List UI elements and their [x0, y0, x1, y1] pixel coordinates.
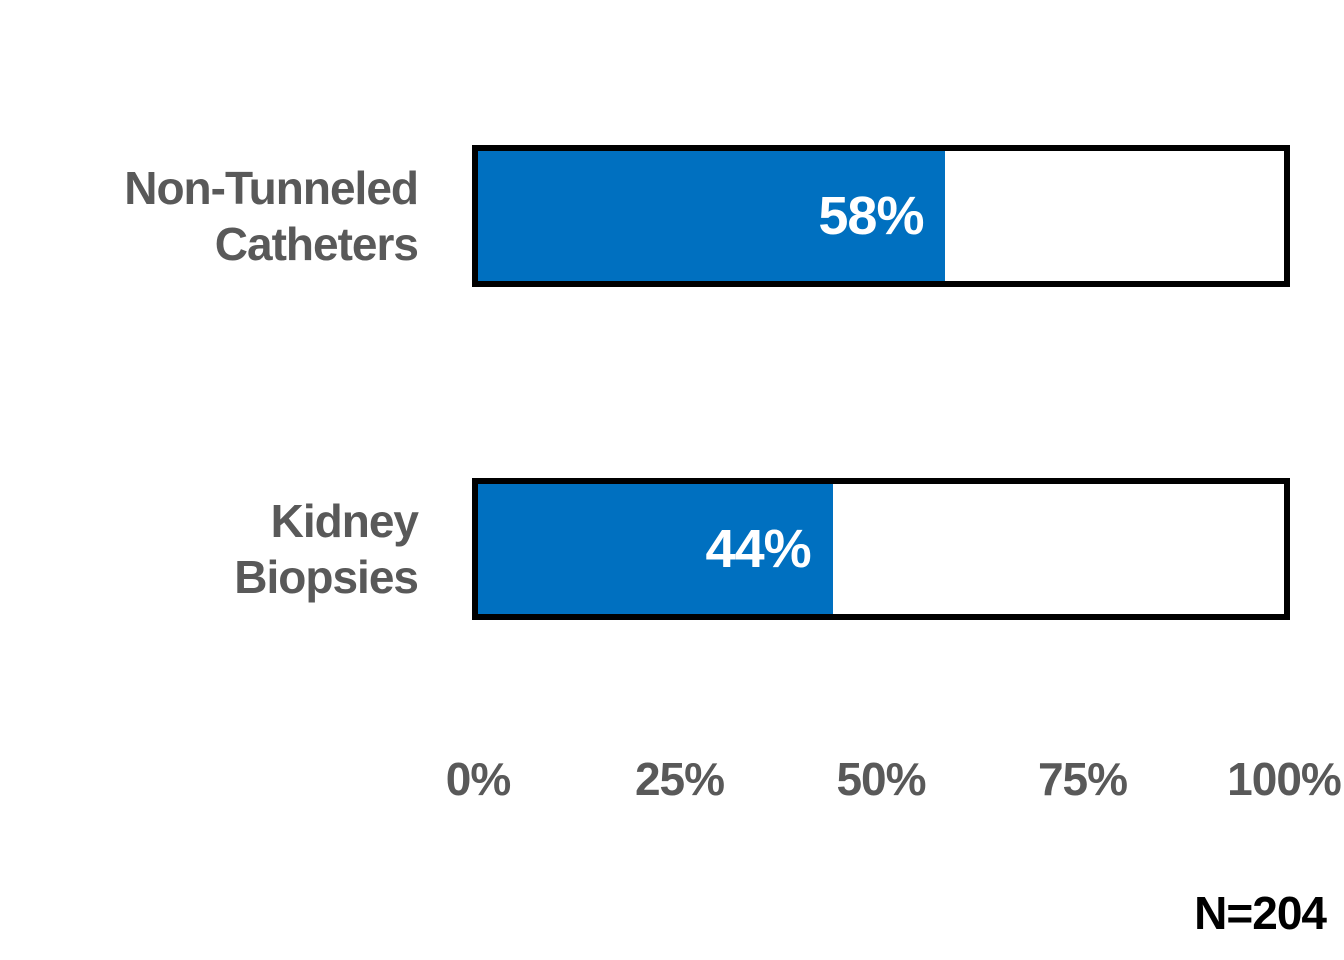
- sample-size-annotation: N=204: [1194, 887, 1327, 939]
- category-label-non-tunneled-catheters: Non-Tunneled Catheters: [0, 145, 419, 287]
- bar-fill: 58%: [478, 151, 946, 281]
- bar-row-non-tunneled-catheters: Non-Tunneled Catheters 58%: [0, 145, 1344, 287]
- bar-value-label: 58%: [818, 186, 924, 246]
- x-axis: 0% 25% 50% 75% 100%: [446, 752, 1342, 812]
- bar-row-kidney-biopsies: Kidney Biopsies 44%: [0, 478, 1344, 620]
- bar-track: 44%: [472, 478, 1290, 620]
- x-axis-tick-25: 25%: [634, 753, 725, 805]
- category-label-line: Non-Tunneled: [124, 161, 419, 214]
- category-label-line: Catheters: [214, 218, 419, 270]
- x-axis-tick-75: 75%: [1037, 753, 1128, 805]
- category-label-line: Biopsies: [234, 551, 419, 603]
- bar-track: 58%: [472, 145, 1290, 287]
- x-axis-tick-100: 100%: [1227, 753, 1342, 805]
- x-axis-tick-0: 0%: [445, 753, 511, 805]
- category-label-kidney-biopsies: Kidney Biopsies: [0, 478, 419, 620]
- bar-value-label: 44%: [705, 519, 812, 579]
- category-label-line: Kidney: [270, 494, 419, 547]
- bar-fill: 44%: [478, 484, 833, 614]
- x-axis-tick-50: 50%: [836, 753, 926, 805]
